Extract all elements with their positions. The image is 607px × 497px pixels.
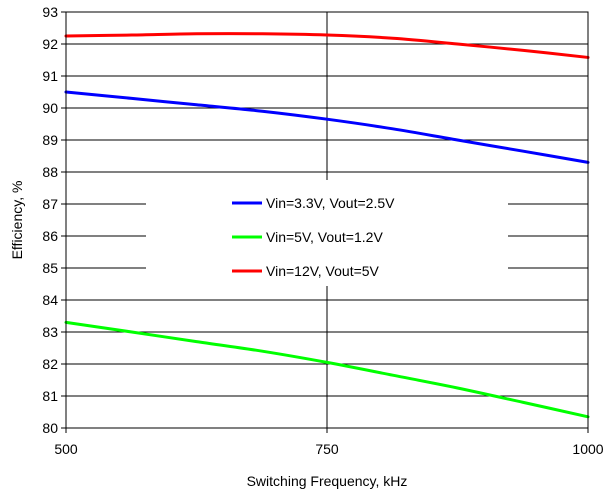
x-tick-label: 500 — [54, 441, 78, 457]
series-line-2 — [64, 320, 590, 419]
x-axis-title: Switching Frequency, kHz — [247, 473, 408, 489]
series-lines — [64, 32, 590, 419]
y-tick-label: 89 — [42, 132, 58, 148]
legend-label-1: Vin=3.3V, Vout=2.5V — [266, 195, 395, 211]
y-tick-label: 86 — [42, 228, 58, 244]
y-tick-label: 88 — [42, 164, 58, 180]
y-tick-label: 87 — [42, 196, 58, 212]
y-tick-label: 84 — [42, 292, 58, 308]
y-tick-label: 83 — [42, 324, 58, 340]
legend-label-3: Vin=12V, Vout=5V — [266, 263, 380, 279]
y-tick-label: 82 — [42, 356, 58, 372]
y-tick-label: 90 — [42, 100, 58, 116]
y-axis-title: Efficiency, % — [9, 181, 25, 260]
x-tick-label: 750 — [315, 441, 339, 457]
y-tick-label: 81 — [42, 388, 58, 404]
grid-lines — [66, 12, 588, 428]
series-line-3 — [64, 32, 590, 59]
legend: Vin=3.3V, Vout=2.5V Vin=5V, Vout=1.2V Vin=… — [232, 195, 395, 279]
series-line-1 — [64, 90, 590, 164]
y-tick-label: 91 — [42, 68, 58, 84]
y-tick-label: 85 — [42, 260, 58, 276]
y-tick-label: 92 — [42, 36, 58, 52]
x-tick-label: 1000 — [572, 441, 603, 457]
legend-label-2: Vin=5V, Vout=1.2V — [266, 229, 383, 245]
y-tick-label: 80 — [42, 420, 58, 436]
y-tick-label: 93 — [42, 4, 58, 20]
axis-ticks: 80 81 82 83 84 85 86 87 88 89 90 91 92 93 500 750 1000 — [42, 4, 603, 457]
